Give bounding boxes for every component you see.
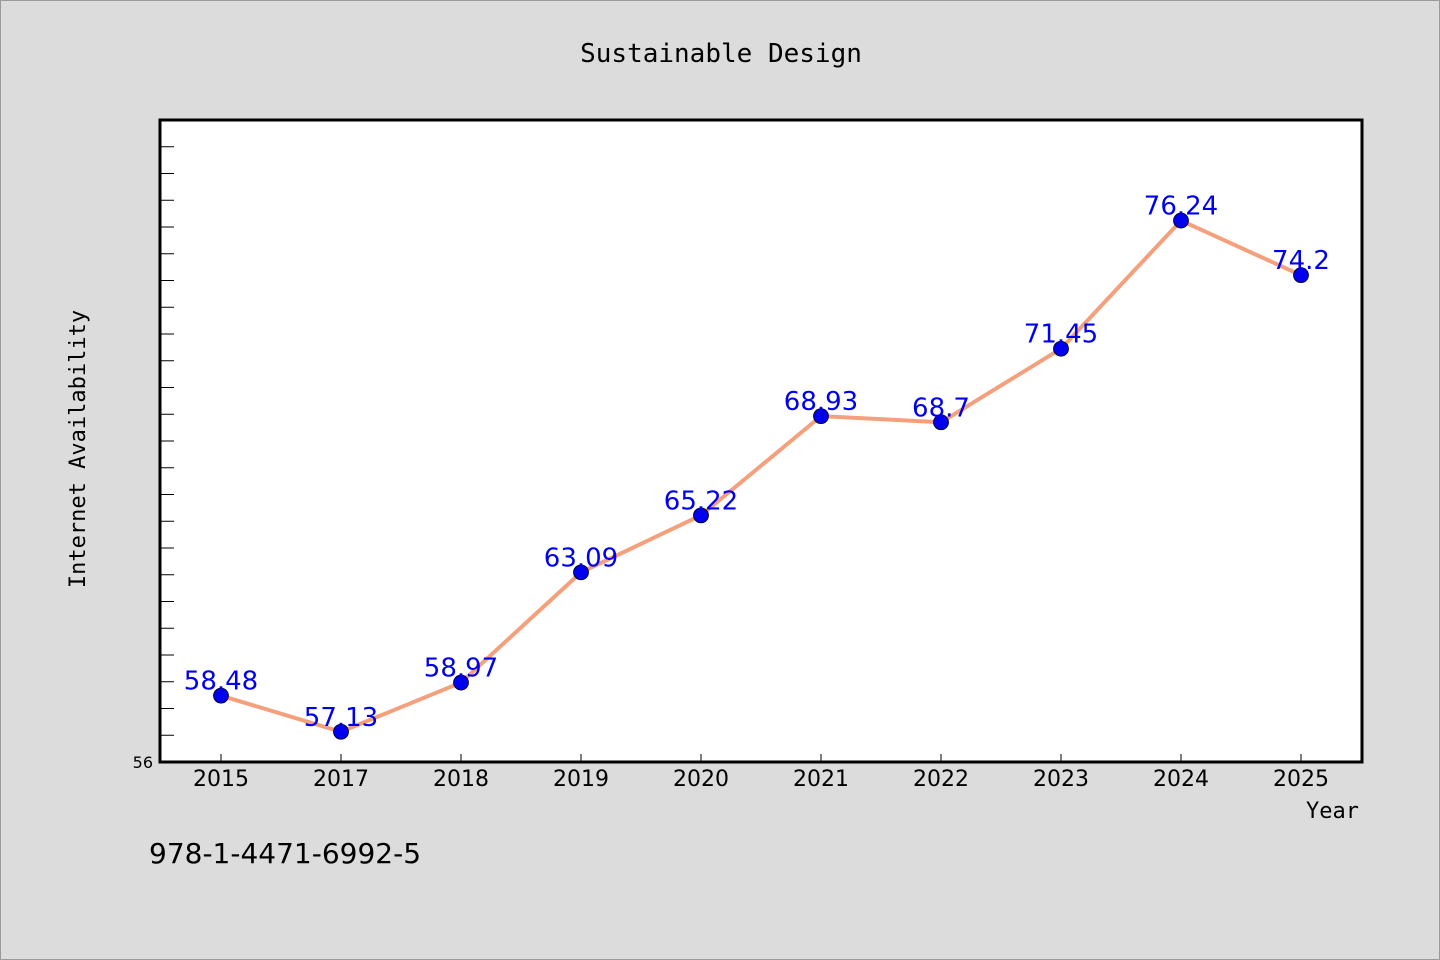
data-label: 65.22 xyxy=(664,486,738,516)
data-label: 57.13 xyxy=(304,703,378,733)
data-label: 58.48 xyxy=(184,667,258,697)
x-tick-label: 2024 xyxy=(1153,767,1209,792)
data-label: 76.24 xyxy=(1144,192,1218,222)
data-point xyxy=(1173,212,1189,229)
x-tick-label: 2021 xyxy=(793,767,849,792)
x-tick-label: 2023 xyxy=(1033,767,1089,792)
isbn-annotation: 978-1-4471-6992-5 xyxy=(149,837,421,870)
x-axis-ticks: 2015 2017 2018 2019 2020 2021 2022 2023 2024 2025 xyxy=(193,754,1329,792)
x-tick-label: 2020 xyxy=(673,767,729,792)
data-point xyxy=(213,687,229,704)
y-tick-label: 56 xyxy=(133,753,153,772)
y-axis-ticks xyxy=(160,146,174,736)
data-label: 68.7 xyxy=(912,393,970,423)
series-line xyxy=(219,218,1303,734)
x-tick-label: 2019 xyxy=(553,767,609,792)
data-point xyxy=(693,507,709,524)
x-tick-label: 2017 xyxy=(313,767,369,792)
x-tick-label: 2015 xyxy=(193,767,249,792)
data-point xyxy=(1053,340,1069,357)
data-point xyxy=(1293,267,1309,284)
data-label: 63.09 xyxy=(544,543,618,573)
data-point xyxy=(573,564,589,581)
data-label: 58.97 xyxy=(424,654,498,684)
x-tick-label: 2018 xyxy=(433,767,489,792)
data-point xyxy=(333,723,349,740)
y-axis-label: Internet Availability xyxy=(66,310,91,588)
x-tick-label: 2025 xyxy=(1273,767,1329,792)
data-point xyxy=(933,414,949,431)
data-label: 71.45 xyxy=(1024,320,1098,350)
plot-area xyxy=(158,118,1364,764)
data-label: 68.93 xyxy=(784,387,858,417)
series-layer xyxy=(213,212,1309,740)
data-point xyxy=(453,674,469,691)
x-tick-label: 2022 xyxy=(913,767,969,792)
data-point xyxy=(813,408,829,425)
data-label: 74.2 xyxy=(1272,246,1330,276)
x-axis-label: Year xyxy=(1306,799,1359,824)
chart-title: Sustainable Design xyxy=(580,39,862,69)
data-labels-layer: 58.48 57.13 58.97 63.09 65.22 68.93 68.7 71.45 7… xyxy=(184,192,1330,733)
